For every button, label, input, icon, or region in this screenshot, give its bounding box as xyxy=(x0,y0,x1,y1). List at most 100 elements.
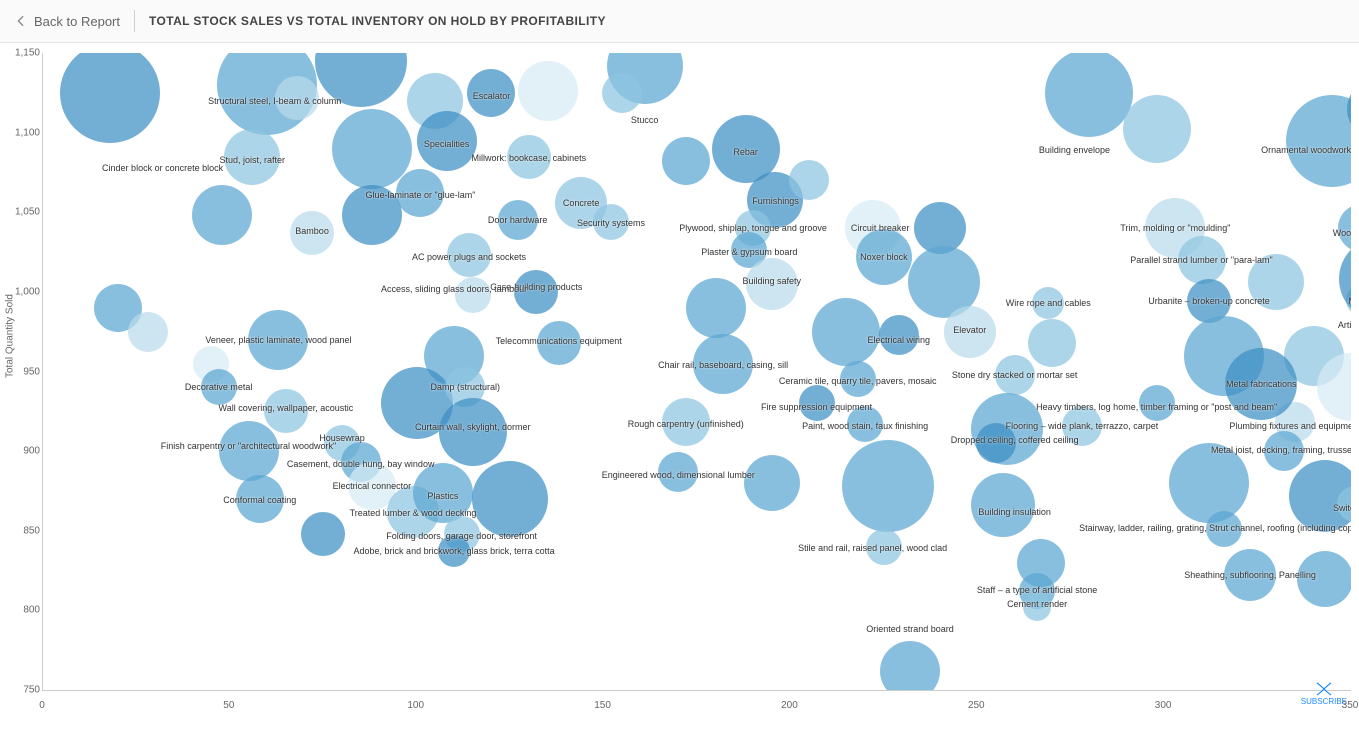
bubble-point[interactable] xyxy=(686,278,746,338)
bubble-point[interactable] xyxy=(224,129,280,185)
chevron-left-icon xyxy=(14,14,28,28)
bubble-point[interactable] xyxy=(439,398,507,466)
bubble-chart-plot[interactable]: Cinder block or concrete blockStructural… xyxy=(42,53,1351,691)
x-tick: 150 xyxy=(594,700,611,711)
bubble-label: Cinder block or concrete block xyxy=(102,163,223,173)
bubble-point[interactable] xyxy=(1225,348,1297,420)
x-tick: 200 xyxy=(781,700,798,711)
bubble-point[interactable] xyxy=(201,369,237,405)
bubble-point[interactable] xyxy=(746,258,798,310)
bubble-point[interactable] xyxy=(842,440,934,532)
bubble-point[interactable] xyxy=(662,137,710,185)
top-bar: Back to Report TOTAL STOCK SALES VS TOTA… xyxy=(0,0,1359,43)
bubble-point[interactable] xyxy=(455,277,491,313)
bubble-point[interactable] xyxy=(248,310,308,370)
bubble-point[interactable] xyxy=(192,185,252,245)
bubble-point[interactable] xyxy=(976,423,1016,463)
y-tick: 1,050 xyxy=(10,207,40,218)
bubble-point[interactable] xyxy=(812,298,880,366)
bubble-point[interactable] xyxy=(880,641,940,691)
bubble-point[interactable] xyxy=(236,475,284,523)
bubble-point[interactable] xyxy=(413,463,473,523)
bubble-label: Stucco xyxy=(631,115,659,125)
bubble-point[interactable] xyxy=(472,461,548,537)
bubble-point[interactable] xyxy=(856,229,912,285)
y-tick: 850 xyxy=(10,525,40,536)
bubble-point[interactable] xyxy=(840,361,876,397)
bubble-point[interactable] xyxy=(518,61,578,121)
bubble-point[interactable] xyxy=(264,389,308,433)
bubble-point[interactable] xyxy=(301,512,345,556)
bubble-point[interactable] xyxy=(332,109,412,189)
x-tick: 50 xyxy=(223,700,234,711)
y-tick: 1,000 xyxy=(10,286,40,297)
bubble-point[interactable] xyxy=(342,185,402,245)
bubble-point[interactable] xyxy=(602,73,642,113)
x-tick: 0 xyxy=(39,700,45,711)
x-tick: 350 xyxy=(1342,700,1359,711)
y-tick: 1,100 xyxy=(10,127,40,138)
bubble-label: Artificial stone xyxy=(1338,320,1351,330)
bubble-point[interactable] xyxy=(1264,431,1304,471)
bubble-point[interactable] xyxy=(1032,287,1064,319)
bubble-point[interactable] xyxy=(447,233,491,277)
bubble-point[interactable] xyxy=(971,473,1035,537)
bubble-point[interactable] xyxy=(219,421,279,481)
bubble-point[interactable] xyxy=(1224,549,1276,601)
bubble-point[interactable] xyxy=(1139,385,1175,421)
bubble-point[interactable] xyxy=(662,398,710,446)
y-tick: 800 xyxy=(10,605,40,616)
bubble-point[interactable] xyxy=(396,169,444,217)
bubble-point[interactable] xyxy=(879,315,919,355)
bubble-point[interactable] xyxy=(1023,593,1051,621)
bubble-point[interactable] xyxy=(128,312,168,352)
bubble-point[interactable] xyxy=(1338,204,1351,252)
bubble-point[interactable] xyxy=(944,306,996,358)
bubble-point[interactable] xyxy=(514,270,558,314)
bubble-point[interactable] xyxy=(290,211,334,255)
bubble-point[interactable] xyxy=(537,321,581,365)
back-to-report-link[interactable]: Back to Report xyxy=(14,14,120,29)
y-tick: 750 xyxy=(10,685,40,696)
bubble-label: Building envelope xyxy=(1039,145,1110,155)
bubble-point[interactable] xyxy=(467,69,515,117)
page-title: TOTAL STOCK SALES VS TOTAL INVENTORY ON … xyxy=(149,14,606,28)
x-tick: 300 xyxy=(1155,700,1172,711)
bubble-point[interactable] xyxy=(1169,443,1249,523)
x-tick: 100 xyxy=(407,700,424,711)
bubble-label: Oriented strand board xyxy=(866,624,954,634)
bubble-point[interactable] xyxy=(498,200,538,240)
bubble-point[interactable] xyxy=(1062,406,1102,446)
dna-icon xyxy=(1315,682,1333,696)
chart-container: Total Quantity Sold Cinder block or conc… xyxy=(0,43,1359,713)
bubble-point[interactable] xyxy=(438,535,470,567)
bubble-point[interactable] xyxy=(1045,53,1133,137)
bubble-point[interactable] xyxy=(1286,95,1351,187)
header-divider xyxy=(134,10,135,32)
bubble-point[interactable] xyxy=(60,53,160,143)
bubble-point[interactable] xyxy=(866,529,902,565)
bubble-point[interactable] xyxy=(847,406,883,442)
bubble-point[interactable] xyxy=(275,76,319,120)
back-label: Back to Report xyxy=(34,14,120,29)
bubble-point[interactable] xyxy=(1248,254,1304,310)
bubble-point[interactable] xyxy=(1178,236,1226,284)
bubble-point[interactable] xyxy=(507,135,551,179)
bubble-point[interactable] xyxy=(995,355,1035,395)
bubble-point[interactable] xyxy=(1297,551,1351,607)
y-tick: 1,150 xyxy=(10,48,40,59)
bubble-point[interactable] xyxy=(789,160,829,200)
subscribe-label: SUBSCRIBE xyxy=(1301,697,1347,706)
x-tick: 250 xyxy=(968,700,985,711)
bubble-point[interactable] xyxy=(744,455,800,511)
bubble-point[interactable] xyxy=(1123,95,1191,163)
bubble-point[interactable] xyxy=(799,385,835,421)
y-tick: 900 xyxy=(10,446,40,457)
bubble-point[interactable] xyxy=(693,334,753,394)
bubble-point[interactable] xyxy=(593,204,629,240)
subscribe-badge[interactable]: SUBSCRIBE xyxy=(1301,682,1347,707)
bubble-point[interactable] xyxy=(315,53,407,107)
bubble-point[interactable] xyxy=(417,111,477,171)
bubble-point[interactable] xyxy=(1028,319,1076,367)
bubble-point[interactable] xyxy=(658,452,698,492)
